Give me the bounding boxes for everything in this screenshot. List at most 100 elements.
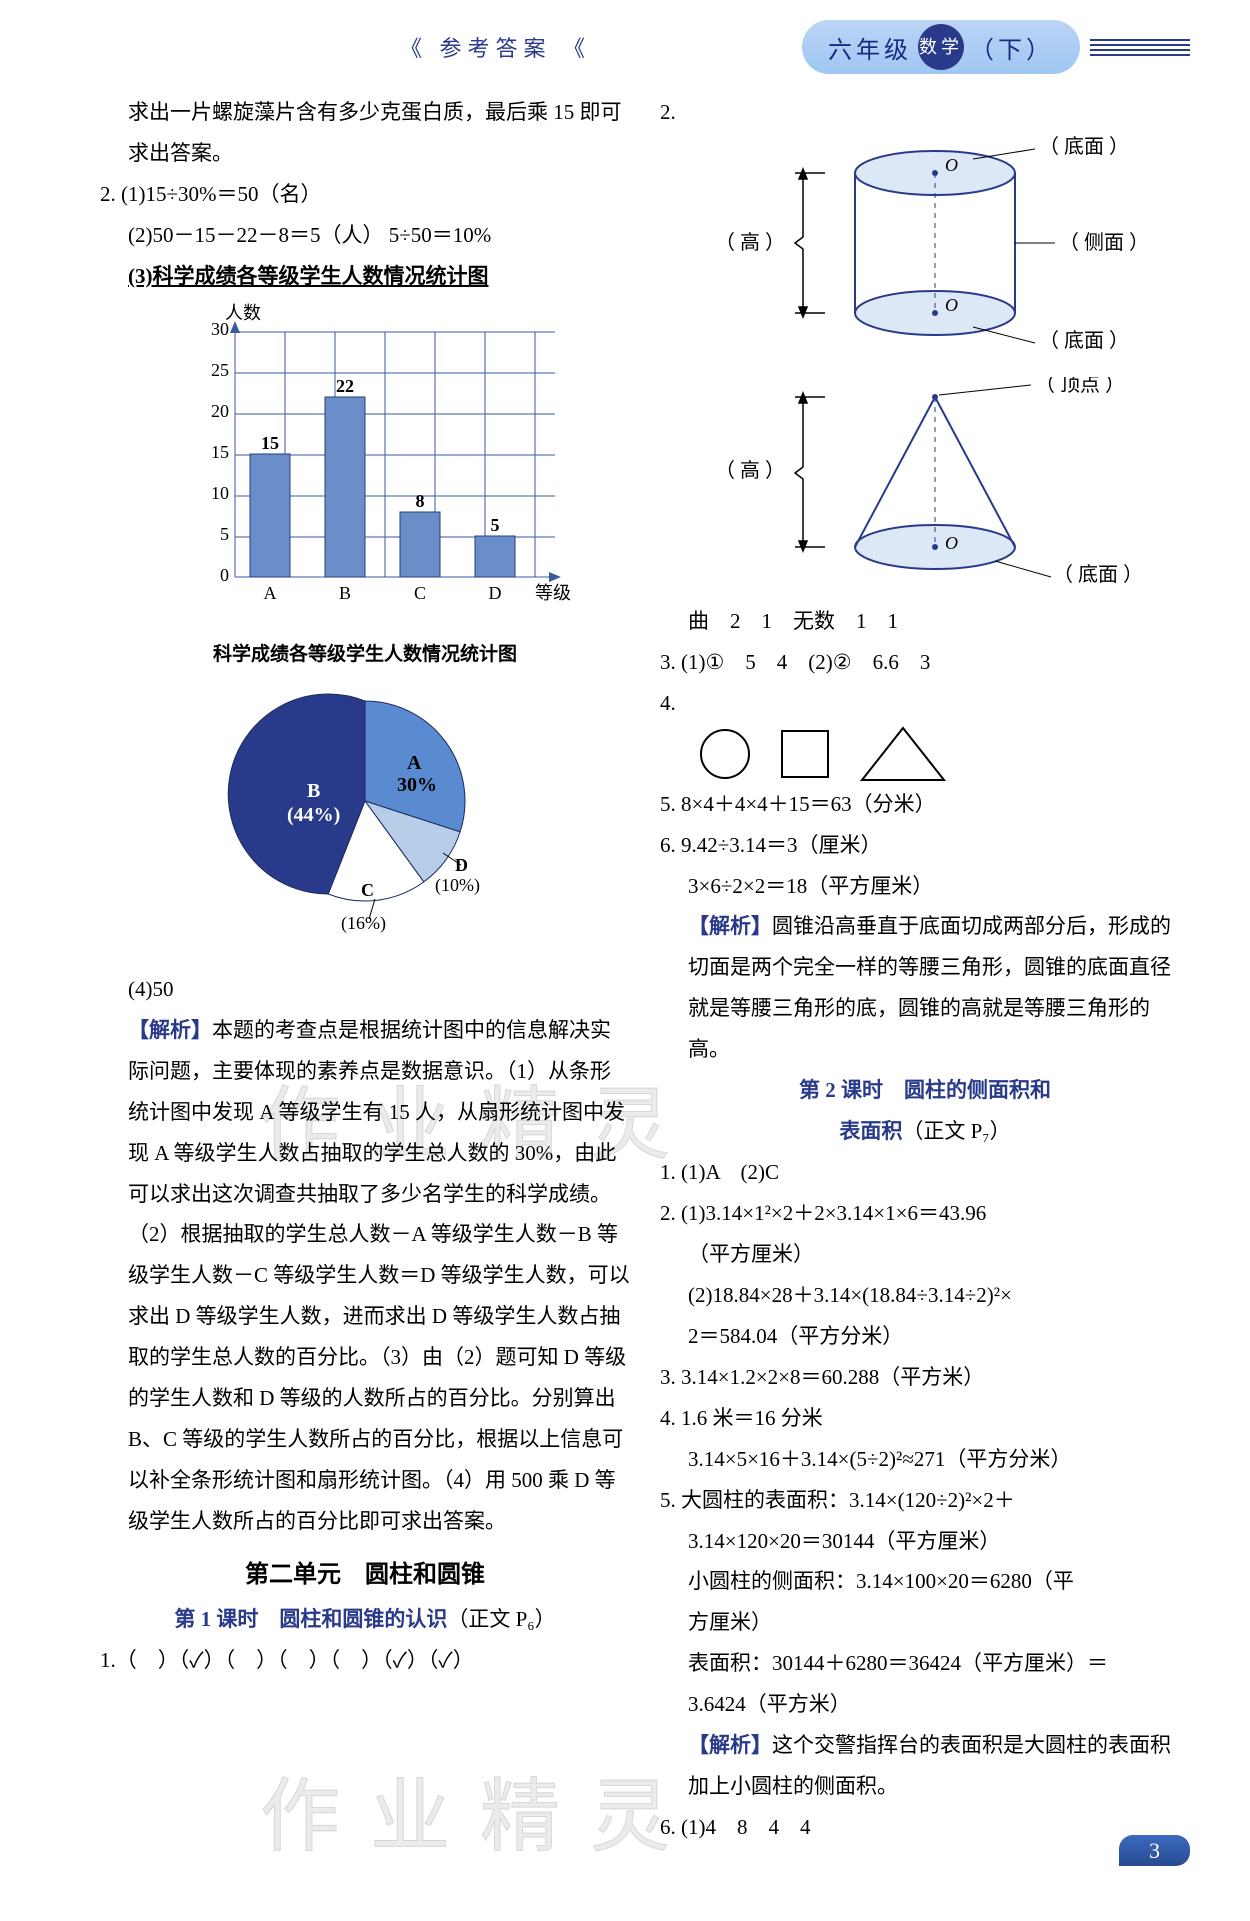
left-column: 求出一片螺旋藻片含有多少克蛋白质，最后乘 15 即可求出答案。 2. (1)15… bbox=[100, 92, 630, 1848]
svg-text:D: D bbox=[455, 855, 468, 875]
r2-6: 6. (1)4 8 4 4 bbox=[660, 1807, 1190, 1848]
r-q6a: 6. 9.42÷3.14＝3（厘米） bbox=[660, 825, 1190, 866]
q2-2: (2)50－15－22－8＝5（人） 5÷50＝10% bbox=[100, 215, 630, 256]
pie-chart: A 30% D (10%) C (16%) B (44%) bbox=[100, 681, 630, 955]
svg-text:O: O bbox=[945, 155, 958, 175]
header-lines-icon bbox=[1090, 36, 1190, 59]
svg-text:30: 30 bbox=[211, 319, 229, 339]
svg-text:(16%): (16%) bbox=[341, 913, 386, 934]
svg-text:（ 侧面 ）: （ 侧面 ） bbox=[1059, 231, 1149, 254]
page-number: 3 bbox=[1119, 1835, 1190, 1866]
svg-text:（ 底面 ）: （ 底面 ） bbox=[1053, 563, 1143, 586]
lesson1-title: 第 1 课时 圆柱和圆锥的认识 bbox=[174, 1607, 447, 1631]
svg-text:A: A bbox=[264, 583, 277, 603]
square-icon bbox=[778, 727, 832, 781]
q2-1: 2. (1)15÷30%＝50（名） bbox=[100, 174, 630, 215]
r2-4a: 4. 1.6 米＝16 分米 bbox=[660, 1398, 1190, 1439]
svg-text:30%: 30% bbox=[397, 774, 437, 796]
analysis-text: 本题的考查点是根据统计图中的信息解决实际问题，主要体现的素养点是数据意识。（1）… bbox=[128, 1018, 630, 1533]
r2-5f: 3.6424（平方米） bbox=[660, 1684, 1190, 1725]
svg-text:D: D bbox=[489, 583, 502, 603]
svg-text:（ 底面 ）: （ 底面 ） bbox=[1039, 135, 1129, 158]
triangle-icon bbox=[858, 724, 948, 784]
r-q5: 5. 8×4＋4×4＋15＝63（分米） bbox=[660, 784, 1190, 825]
unit2-heading: 第二单元 圆柱和圆锥 bbox=[100, 1552, 630, 1599]
q2-4: (4)50 bbox=[100, 969, 630, 1010]
svg-text:O: O bbox=[945, 295, 958, 315]
badge-grade: 六年级 bbox=[828, 30, 912, 65]
bar-chart-svg: 人数 0 5 10 15 20 25 30 bbox=[155, 297, 575, 617]
r2-5d: 方厘米） bbox=[660, 1602, 1190, 1643]
svg-text:（ 底面 ）: （ 底面 ） bbox=[1039, 329, 1129, 352]
svg-text:0: 0 bbox=[220, 565, 229, 585]
content-columns: 求出一片螺旋藻片含有多少克蛋白质，最后乘 15 即可求出答案。 2. (1)15… bbox=[100, 92, 1190, 1848]
r-q2-line: 曲 2 1 无数 1 1 bbox=[660, 601, 1190, 642]
svg-text:20: 20 bbox=[211, 401, 229, 421]
svg-text:10: 10 bbox=[211, 483, 229, 503]
ana5-label: 【解析】 bbox=[688, 1733, 772, 1757]
svg-text:C: C bbox=[361, 880, 374, 900]
lesson2-line2: 表面积（正文 P₇） bbox=[660, 1111, 1190, 1152]
svg-text:25: 25 bbox=[211, 360, 229, 380]
r2-5e: 表面积：30144＋6280＝36424（平方厘米）＝ bbox=[660, 1643, 1190, 1684]
svg-text:8: 8 bbox=[416, 491, 425, 511]
svg-text:A: A bbox=[407, 752, 422, 774]
r2-5c: 小圆柱的侧面积：3.14×100×20＝6280（平 bbox=[660, 1561, 1190, 1602]
r2-2a: 2. (1)3.14×1²×2＋2×3.14×1×6＝43.96 bbox=[660, 1193, 1190, 1234]
svg-text:15: 15 bbox=[211, 442, 229, 462]
pie-title: 科学成绩各等级学生人数情况统计图 bbox=[100, 636, 630, 673]
header-left: 《 参考答案 《 bbox=[400, 31, 591, 63]
svg-text:（ 顶点 ）: （ 顶点 ） bbox=[1035, 377, 1125, 396]
svg-text:5: 5 bbox=[220, 524, 229, 544]
svg-text:（ 高 ）: （ 高 ） bbox=[715, 231, 785, 254]
svg-text:（ 高 ）: （ 高 ） bbox=[715, 459, 785, 482]
svg-text:等级: 等级 bbox=[535, 583, 571, 603]
svg-text:(10%): (10%) bbox=[435, 875, 480, 896]
r-ana6: 【解析】圆锥沿高垂直于底面切成两部分后，形成的切面是两个完全一样的等腰三角形，圆… bbox=[660, 906, 1190, 1070]
svg-text:O: O bbox=[945, 533, 958, 553]
page-header: 《 参考答案 《 六年级 数学 （下） bbox=[100, 20, 1190, 74]
r-q2: 2. bbox=[660, 92, 1190, 133]
r2-2b2: 2＝584.04（平方分米） bbox=[660, 1316, 1190, 1357]
grade-badge: 六年级 数学 （下） bbox=[802, 20, 1190, 74]
r2-2b: (2)18.84×28＋3.14×(18.84÷3.14÷2)²× bbox=[660, 1275, 1190, 1316]
intro-text: 求出一片螺旋藻片含有多少克蛋白质，最后乘 15 即可求出答案。 bbox=[100, 92, 630, 174]
y-axis-label: 人数 bbox=[225, 303, 261, 323]
svg-text:15: 15 bbox=[261, 433, 279, 453]
subject-circle-icon: 数学 bbox=[918, 24, 964, 70]
lesson1-heading: 第 1 课时 圆柱和圆锥的认识（正文 P₆） bbox=[100, 1599, 630, 1640]
r2-3: 3. 3.14×1.2×2×8＝60.288（平方米） bbox=[660, 1357, 1190, 1398]
badge-vol: （下） bbox=[970, 30, 1054, 65]
r-q6b: 3×6÷2×2＝18（平方厘米） bbox=[660, 866, 1190, 907]
cylinder-diagram: O O （ 高 ） （ 底面 ） （ 侧面 ） （ 底面 ） bbox=[660, 133, 1190, 377]
ana6-label: 【解析】 bbox=[688, 914, 772, 938]
svg-text:B: B bbox=[339, 583, 351, 603]
q2-3-title: (3)科学成绩各等级学生人数情况统计图 bbox=[100, 256, 630, 297]
svg-text:(44%): (44%) bbox=[287, 804, 340, 826]
r2-5a: 5. 大圆柱的表面积：3.14×(120÷2)²×2＋ bbox=[660, 1480, 1190, 1521]
svg-text:C: C bbox=[414, 583, 426, 603]
cone-diagram: O （ 高 ） （ 顶点 ） （ 底面 ） bbox=[660, 377, 1190, 601]
l1-q1: 1.（ ）（✓）（ ）（ ）（ ）（✓）（✓） bbox=[100, 1640, 630, 1681]
r-q3: 3. (1)① 5 4 (2)② 6.6 3 bbox=[660, 642, 1190, 683]
r2-ana5: 【解析】这个交警指挥台的表面积是大圆柱的表面积加上小圆柱的侧面积。 bbox=[660, 1725, 1190, 1807]
analysis-block: 【解析】本题的考查点是根据统计图中的信息解决实际问题，主要体现的素养点是数据意识… bbox=[100, 1010, 630, 1542]
r-q4: 4. bbox=[660, 683, 1190, 724]
page-number-badge: 3 bbox=[1119, 1838, 1190, 1864]
lesson2-line1: 第 2 课时 圆柱的侧面积和 bbox=[660, 1070, 1190, 1111]
lesson2-ref: （正文 P₇） bbox=[902, 1119, 1010, 1143]
analysis-label: 【解析】 bbox=[128, 1018, 212, 1042]
svg-text:B: B bbox=[307, 780, 320, 802]
bar-chart: 人数 0 5 10 15 20 25 30 bbox=[100, 297, 630, 628]
svg-text:5: 5 bbox=[491, 515, 500, 535]
right-column: 2. O O bbox=[660, 92, 1190, 1848]
lesson1-ref: （正文 P₆） bbox=[447, 1607, 555, 1631]
r2-5b: 3.14×120×20＝30144（平方厘米） bbox=[660, 1521, 1190, 1562]
svg-text:22: 22 bbox=[336, 376, 354, 396]
lesson2-title2: 表面积 bbox=[839, 1119, 902, 1143]
circle-icon bbox=[698, 727, 752, 781]
r2-4b: 3.14×5×16＋3.14×(5÷2)²≈271（平方分米） bbox=[660, 1439, 1190, 1480]
r2-1: 1. (1)A (2)C bbox=[660, 1152, 1190, 1193]
shapes-row bbox=[660, 724, 1190, 784]
r2-2a2: （平方厘米） bbox=[660, 1234, 1190, 1275]
